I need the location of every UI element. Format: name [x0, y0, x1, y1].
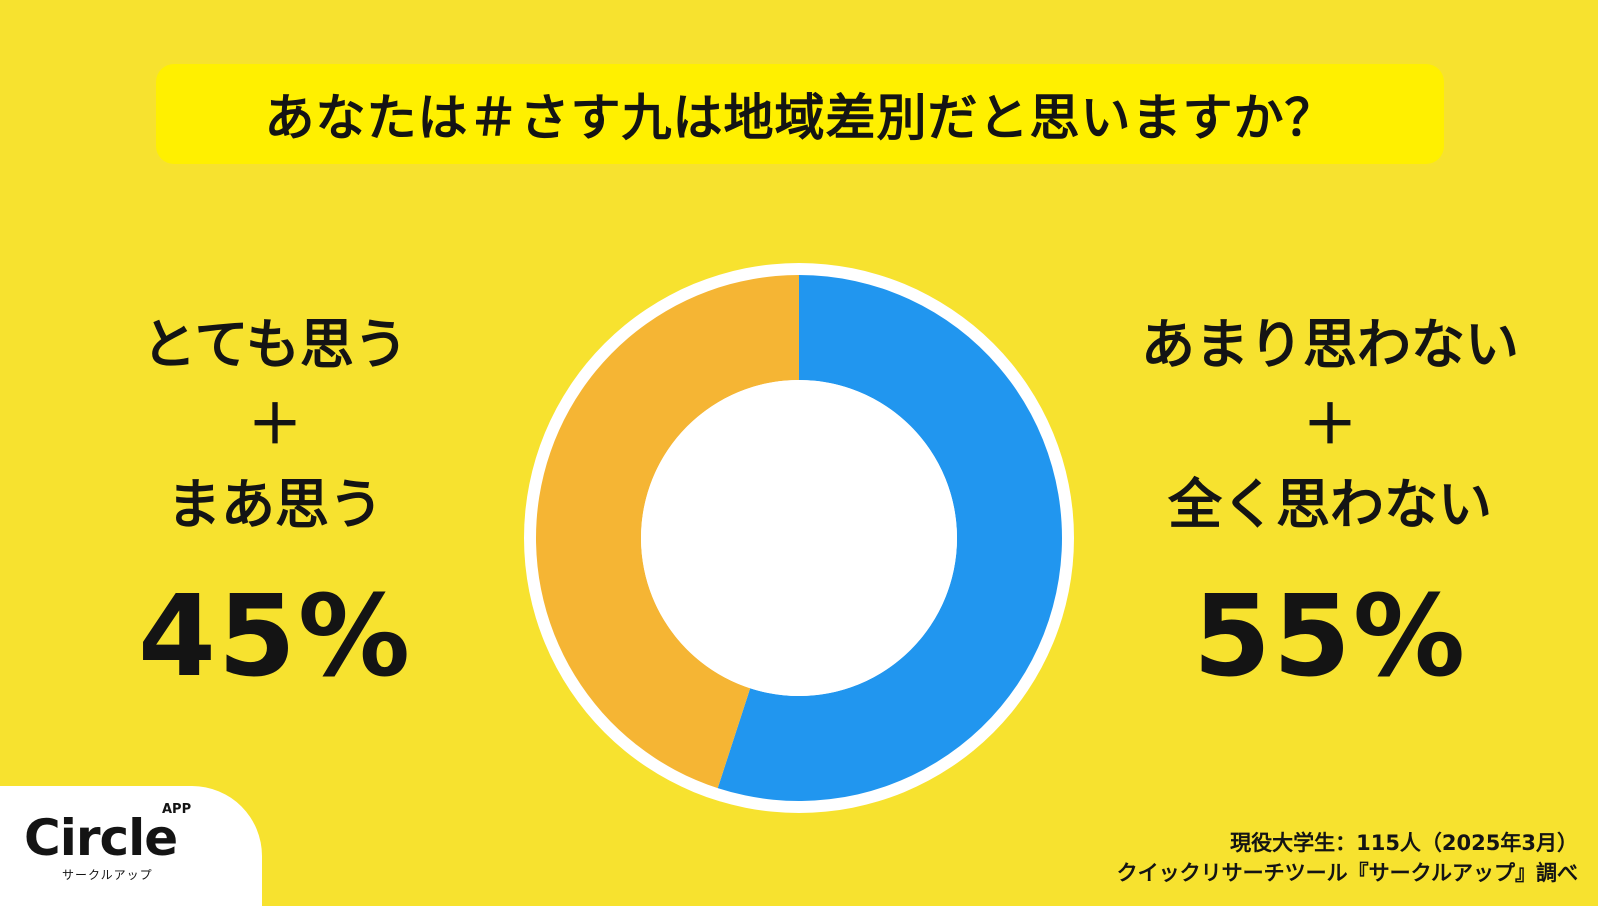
left-group: とても思う ＋ まあ思う 45% — [25, 305, 525, 707]
logo-wordmark: Circle — [24, 809, 178, 867]
donut-center-hole — [641, 380, 957, 696]
donut-slice-1 — [536, 275, 799, 789]
left-percent: 45% — [137, 572, 413, 702]
logo-card: Circle APP サークルアップ — [0, 786, 262, 906]
logo-kana: サークルアップ — [62, 868, 153, 882]
left-label-line-1: とても思う — [142, 313, 408, 376]
source-line-1: 現役大学生：115人（2025年3月） — [1230, 831, 1578, 855]
right-percent: 55% — [1192, 572, 1468, 702]
title-box: あなたは＃さす九は地域差別だと思いますか？ — [156, 64, 1444, 164]
left-label-plus: ＋ — [248, 393, 302, 456]
source-line-2: クイックリサーチツール『サークルアップ』調べ — [1116, 861, 1578, 885]
left-label-line-2: まあ思う — [167, 473, 383, 536]
right-label-plus: ＋ — [1303, 393, 1357, 456]
page-title: あなたは＃さす九は地域差別だと思いますか？ — [264, 89, 1336, 147]
logo-app-badge: APP — [162, 802, 192, 817]
donut-slice-0 — [717, 275, 1062, 801]
right-group: あまり思わない ＋ 全く思わない 55% — [1080, 305, 1580, 707]
source-note: 現役大学生：115人（2025年3月） クイックリサーチツール『サークルアップ』… — [1117, 828, 1578, 888]
right-label-line-2: 全く思わない — [1168, 473, 1492, 536]
right-label-line-1: あまり思わない — [1141, 313, 1519, 376]
donut-outer-ring — [524, 263, 1074, 813]
